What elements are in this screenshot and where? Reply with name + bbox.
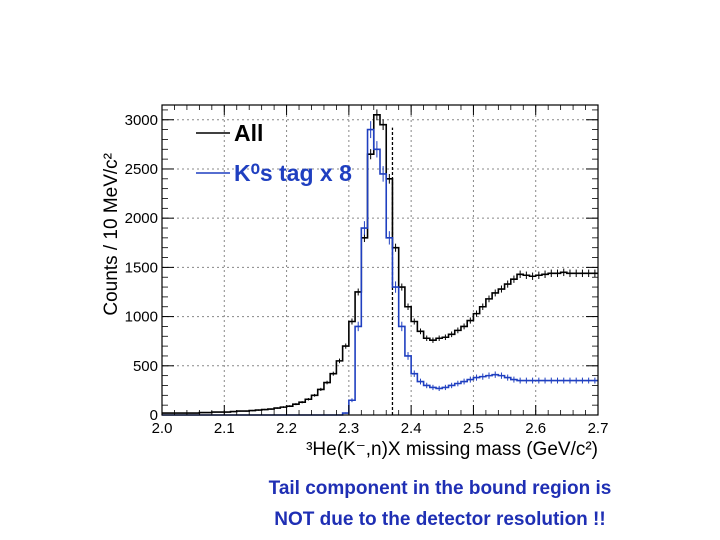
- x-tick-label: 2.5: [463, 420, 484, 437]
- x-tick-label: 2.3: [338, 420, 359, 437]
- histograms: [162, 109, 598, 416]
- legend-label-ks-tag: K⁰s tag x 8: [234, 160, 352, 186]
- caption-line-1: Tail component in the bound region is: [268, 478, 612, 499]
- legend: All K⁰s tag x 8: [196, 120, 352, 186]
- y-tick-label: 1000: [125, 309, 158, 326]
- x-axis-label: ³He(K⁻,n)X missing mass (GeV/c²): [306, 439, 598, 460]
- plot-frame: [161, 104, 599, 416]
- caption-line-2: NOT due to the detector resolution !!: [274, 509, 606, 530]
- histogram-all: [162, 114, 598, 414]
- x-tick-label: 2.0: [152, 420, 173, 437]
- y-tick-label: 3000: [125, 112, 158, 129]
- y-tick-label: 500: [133, 358, 158, 375]
- y-tick-label: 2000: [125, 210, 158, 227]
- x-tick-label: 2.6: [525, 420, 546, 437]
- x-tick-label: 2.7: [588, 420, 609, 437]
- y-axis-label: Counts / 10 MeV/c²: [101, 153, 122, 316]
- x-tick-label: 2.1: [214, 420, 235, 437]
- axes: 2.0 2.1 2.2 2.3 2.4 2.5 2.6 2.7 0 500 1000 1500 2000…: [101, 104, 609, 460]
- y-tick-label: 0: [150, 407, 158, 424]
- legend-label-all: All: [234, 120, 263, 146]
- y-tick-label: 2500: [125, 161, 158, 178]
- x-tick-label: 2.4: [401, 420, 422, 437]
- histogram-chart: 2.0 2.1 2.2 2.3 2.4 2.5 2.6 2.7 0 500 1000 1500 2000…: [101, 104, 609, 460]
- y-tick-label: 1500: [125, 259, 158, 276]
- x-tick-label: 2.2: [276, 420, 297, 437]
